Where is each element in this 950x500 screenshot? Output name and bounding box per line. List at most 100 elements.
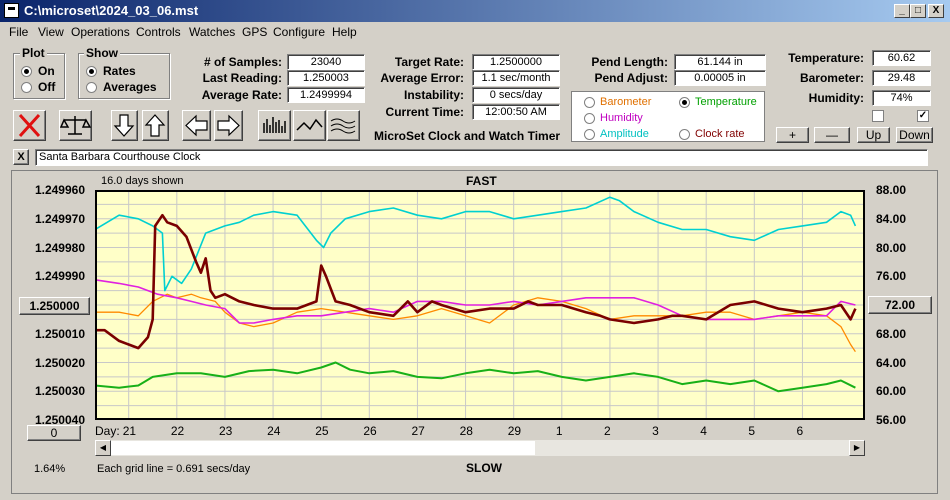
bars-icon	[263, 117, 286, 133]
series-humidity	[95, 279, 856, 324]
x-tick-label: 28	[459, 424, 473, 438]
y-right-tick: 60.00	[876, 384, 907, 399]
last-reading-label: Last Reading:	[202, 71, 282, 85]
y-left-tick: 1.249980	[34, 240, 85, 255]
y-right-tick: 68.00	[876, 326, 907, 341]
menu-operations[interactable]: Operations	[71, 25, 130, 39]
y-right-tick: 84.00	[876, 211, 907, 226]
smooth-graph-button[interactable]	[327, 110, 360, 141]
barometer-label: Barometer	[600, 96, 652, 108]
x-tick-label: 21	[122, 424, 137, 438]
scroll-right-button[interactable]	[214, 110, 243, 141]
menu-help[interactable]: Help	[332, 25, 357, 39]
menu-configure[interactable]: Configure	[273, 25, 326, 39]
maximize-button[interactable]: □	[910, 4, 926, 18]
x-tick-label: 29	[507, 424, 522, 438]
menu-view[interactable]: View	[38, 25, 64, 39]
option-checkbox-1[interactable]	[872, 110, 884, 122]
scroll-up-button[interactable]	[142, 110, 169, 141]
menu-watches[interactable]: Watches	[189, 25, 236, 39]
stop-button[interactable]	[13, 110, 46, 141]
temperature-radio[interactable]	[679, 97, 690, 108]
close-button[interactable]: X	[928, 4, 944, 18]
show-group	[78, 53, 170, 99]
menu-file[interactable]: File	[9, 25, 29, 39]
scroll-left-button[interactable]	[182, 110, 211, 141]
day-label: Day:	[95, 424, 120, 438]
plot-off-radio[interactable]	[21, 82, 32, 93]
samples-label: # of Samples:	[203, 55, 282, 69]
amplitude-radio[interactable]	[584, 129, 595, 140]
x-tick-label: 23	[218, 424, 233, 438]
center-env-button[interactable]: 72.00	[868, 296, 932, 314]
fast-label: FAST	[466, 174, 497, 188]
balance-button[interactable]	[59, 110, 92, 141]
series-clock_rate	[95, 213, 857, 350]
series-temperature	[95, 361, 856, 393]
center-rate-button[interactable]: 1.250000	[19, 297, 90, 315]
up-button[interactable]: Up	[857, 127, 890, 143]
percent-label: 1.64%	[34, 463, 66, 475]
wave-icon	[296, 118, 323, 131]
y-left-tick: 1.250010	[34, 326, 85, 341]
clock-rate-radio[interactable]	[679, 129, 690, 140]
scroll-right-arrow[interactable]: ▶	[849, 440, 865, 456]
bar-graph-button[interactable]	[258, 110, 291, 141]
scroll-left-arrow[interactable]: ◀	[95, 440, 111, 456]
balance-icon	[59, 116, 92, 135]
arrow-left-icon	[185, 114, 208, 137]
line-graph-button[interactable]	[293, 110, 326, 141]
menu-controls[interactable]: Controls	[136, 25, 181, 39]
show-averages-radio[interactable]	[86, 82, 97, 93]
show-rates-radio[interactable]	[86, 66, 97, 77]
x-tick-label: 5	[748, 424, 755, 438]
minimize-button[interactable]: _	[894, 4, 910, 18]
pend-adjust-field: 0.00005 in	[674, 70, 766, 86]
arrow-right-icon	[217, 114, 240, 137]
y-left-tick: 1.250030	[34, 384, 85, 399]
watch-close-button[interactable]: X	[13, 149, 29, 165]
barometer-radio[interactable]	[584, 97, 595, 108]
down-button[interactable]: Down	[896, 127, 933, 143]
x-tick-label: 6	[796, 424, 804, 438]
scrollbar-thumb[interactable]	[111, 441, 535, 455]
humidity-reading-label: Humidity:	[808, 91, 864, 105]
last-reading-field: 1.250003	[287, 70, 365, 86]
plot-on-radio[interactable]	[21, 66, 32, 77]
menu-bar: File View Operations Controls Watches GP…	[0, 22, 950, 42]
y-right-tick: 64.00	[876, 355, 907, 370]
average-error-label: Average Error:	[380, 71, 464, 85]
arrow-up-icon	[144, 114, 166, 137]
plus-button[interactable]: +	[776, 127, 809, 143]
show-averages-label: Averages	[103, 80, 157, 94]
app-icon[interactable]	[4, 3, 19, 18]
series-barometer	[95, 293, 856, 353]
zero-button[interactable]: 0	[27, 425, 81, 441]
x-tick-label: 27	[411, 424, 425, 438]
current-time-field: 12:00:50 AM	[472, 104, 560, 120]
app-caption: MicroSet Clock and Watch Timer	[374, 129, 561, 143]
smooth-wave-icon	[330, 118, 356, 134]
menu-gps[interactable]: GPS	[242, 25, 268, 39]
chart-plot	[95, 190, 865, 420]
grid-note: Each grid line = 0.691 secs/day	[97, 463, 251, 475]
watch-name-field[interactable]: Santa Barbara Courthouse Clock	[35, 149, 928, 166]
barometer-field: 29.48	[872, 70, 931, 86]
temperature-label: Temperature	[695, 96, 757, 108]
series-legend	[571, 91, 765, 142]
arrow-down-icon	[113, 114, 135, 137]
x-tick-label: 22	[170, 424, 185, 438]
amplitude-label: Amplitude	[600, 128, 649, 140]
y-left-tick: 1.250020	[34, 355, 85, 370]
samples-field: 23040	[287, 54, 365, 70]
humidity-field: 74%	[872, 90, 931, 106]
scroll-down-button[interactable]	[111, 110, 138, 141]
x-tick-label: 4	[700, 424, 707, 438]
option-checkbox-2[interactable]: ✓	[917, 110, 929, 122]
y-left-tick: 1.249960	[34, 183, 85, 197]
stop-icon	[18, 113, 41, 138]
clock-rate-label: Clock rate	[695, 128, 745, 140]
minus-button[interactable]: —	[814, 127, 850, 143]
humidity-radio[interactable]	[584, 113, 595, 124]
x-tick-label: 2	[603, 424, 611, 438]
